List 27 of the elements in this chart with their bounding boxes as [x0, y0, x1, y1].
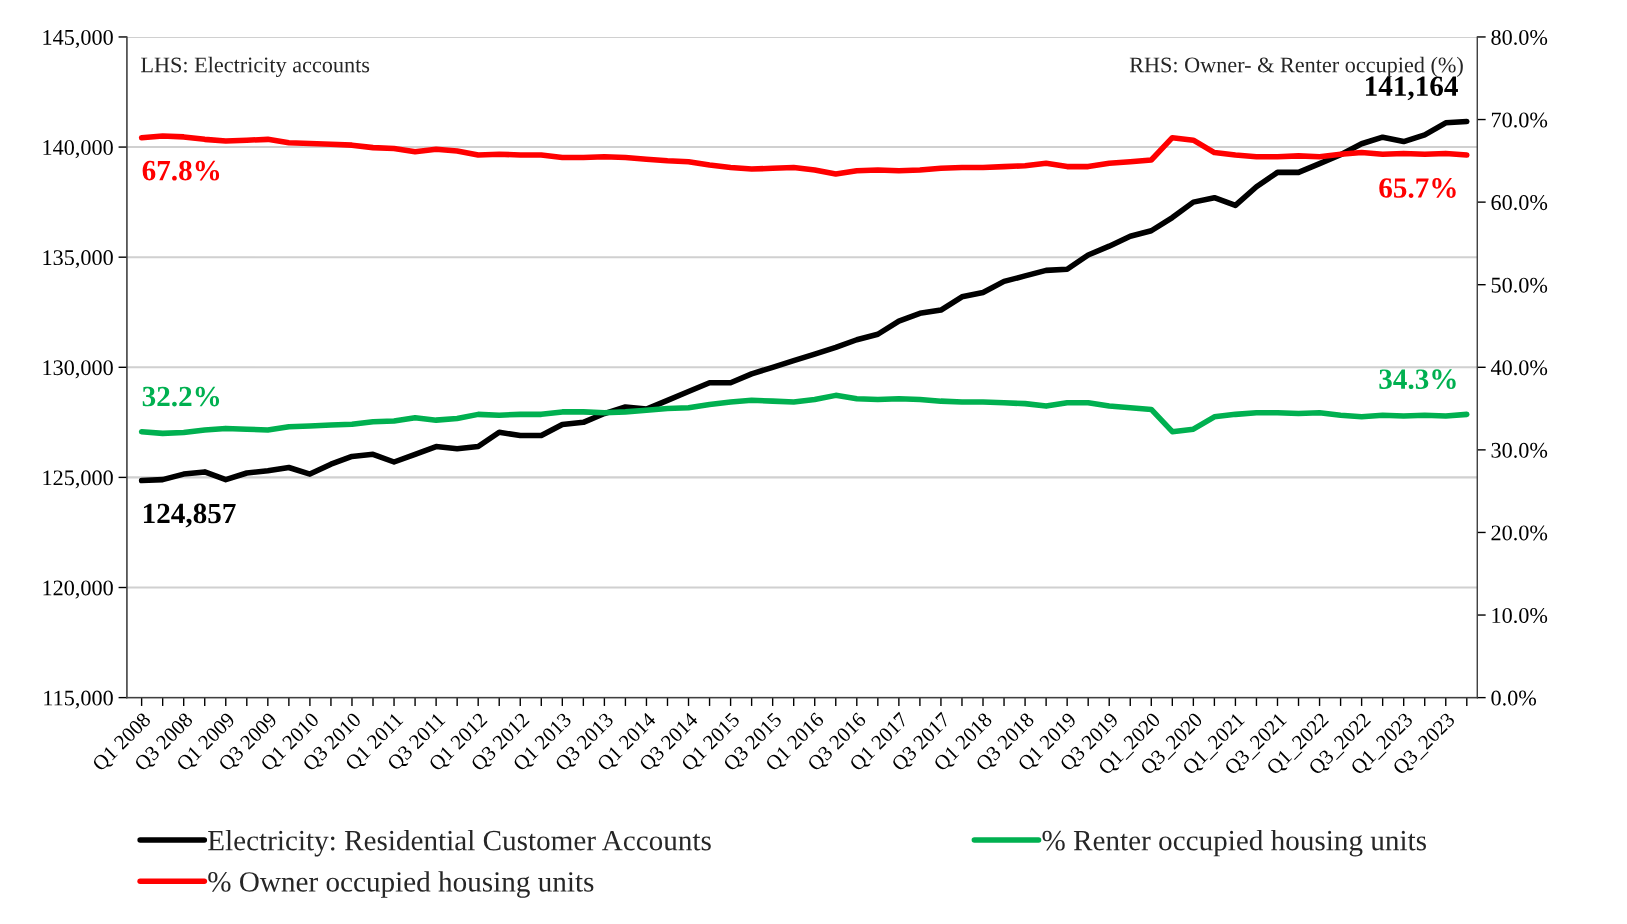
- data-label: 34.3%: [1379, 369, 1456, 390]
- data-label: 32.2%: [142, 386, 220, 407]
- y-tick-label: 130,000: [43, 360, 113, 379]
- y-tick-label: 140,000: [43, 140, 113, 159]
- y2-tick-label: 10.0%: [1492, 607, 1548, 624]
- y2-tick-label: 40.0%: [1490, 360, 1548, 376]
- data-label: 67.8%: [142, 160, 220, 181]
- y2-tick-label: 30.0%: [1491, 442, 1548, 458]
- data-label: 124,857: [143, 503, 236, 528]
- data-label: 141,164: [1366, 76, 1458, 101]
- y2-tick-label: 70.0%: [1491, 112, 1548, 128]
- y-tick-label: 125,000: [43, 470, 113, 489]
- data-label: 65.7%: [1379, 178, 1456, 198]
- annotation: LHS: Electricity accounts: [141, 56, 370, 77]
- legend-label: Electricity: Residential Customer Accounts: [208, 829, 711, 857]
- legend-label: % Owner occupied housing units: [208, 871, 594, 898]
- y-tick-label: 135,000: [43, 250, 113, 269]
- y2-tick-label: 80.0%: [1491, 29, 1548, 45]
- y-tick-label: 120,000: [43, 580, 113, 599]
- y2-tick-label: 20.0%: [1491, 525, 1548, 541]
- y2-tick-label: 0.0%: [1491, 690, 1537, 706]
- legend-label: % Renter occupied housing units: [1042, 829, 1426, 857]
- annotation: RHS: Owner- & Renter occupied (%): [1129, 56, 1463, 77]
- y-tick-label: 115,000: [44, 690, 113, 709]
- y-tick-label: 145,000: [43, 29, 113, 49]
- y2-tick-label: 60.0%: [1491, 195, 1548, 211]
- y2-tick-label: 50.0%: [1491, 277, 1548, 293]
